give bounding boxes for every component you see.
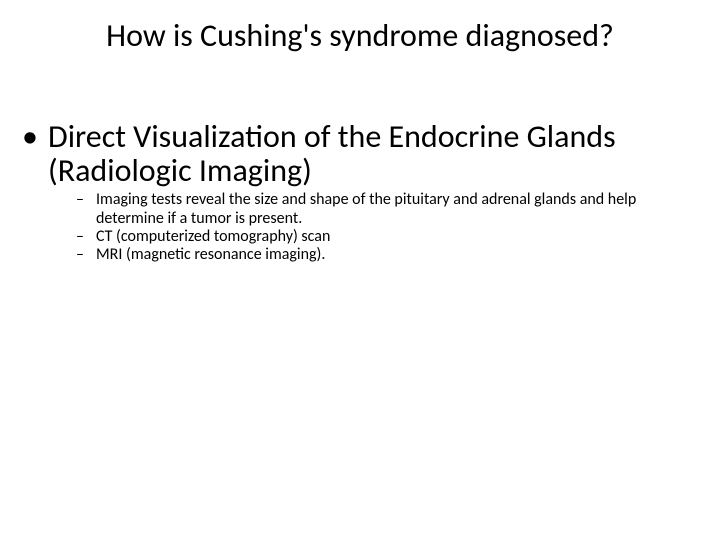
slide-title: How is Cushing's syndrome diagnosed? bbox=[0, 18, 720, 53]
dash-icon: – bbox=[76, 191, 96, 209]
bullet-level1: • Direct Visualization of the Endocrine … bbox=[22, 120, 700, 187]
sub-bullet-text: Imaging tests reveal the size and shape … bbox=[96, 191, 700, 228]
sub-bullet-group: – Imaging tests reveal the size and shap… bbox=[76, 191, 700, 265]
dash-icon: – bbox=[76, 246, 96, 264]
sub-bullet: – CT (computerized tomography) scan bbox=[76, 228, 700, 246]
slide-body: • Direct Visualization of the Endocrine … bbox=[22, 120, 700, 265]
sub-bullet: – Imaging tests reveal the size and shap… bbox=[76, 191, 700, 228]
dash-icon: – bbox=[76, 228, 96, 246]
bullet-marker: • bbox=[22, 120, 48, 154]
slide: How is Cushing's syndrome diagnosed? • D… bbox=[0, 0, 720, 540]
sub-bullet-text: MRI (magnetic resonance imaging). bbox=[96, 246, 700, 264]
sub-bullet-text: CT (computerized tomography) scan bbox=[96, 228, 700, 246]
bullet-text: Direct Visualization of the Endocrine Gl… bbox=[48, 120, 700, 187]
sub-bullet: – MRI (magnetic resonance imaging). bbox=[76, 246, 700, 264]
